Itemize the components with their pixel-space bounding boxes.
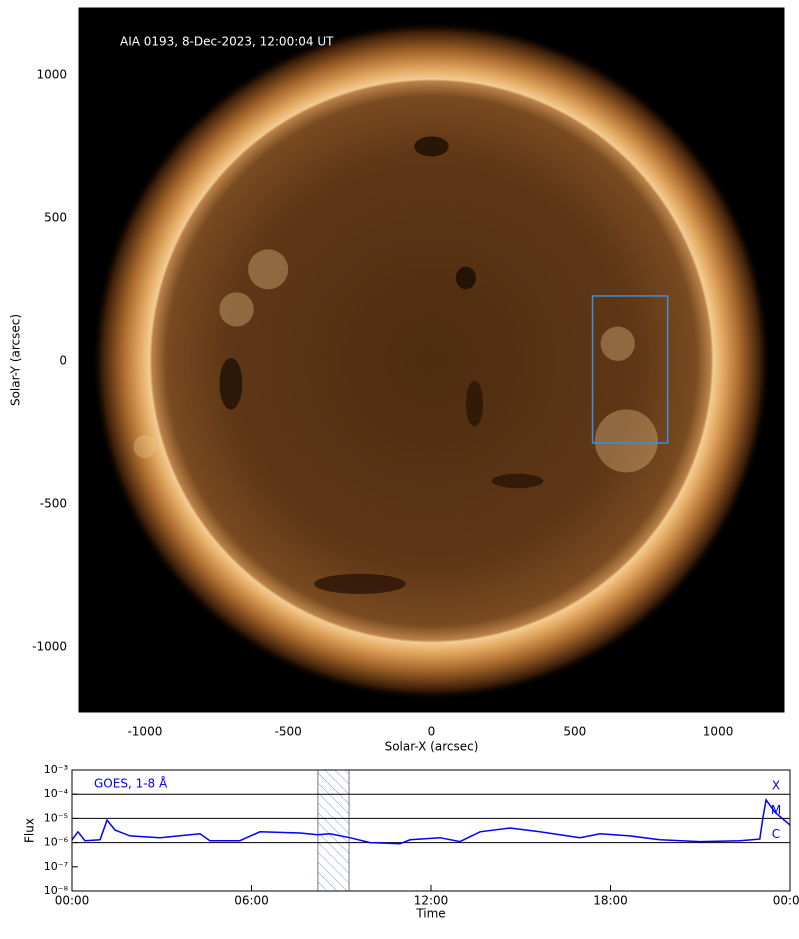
y-axis-label: Flux — [23, 818, 37, 843]
y-tick-label: 0 — [59, 353, 67, 367]
highlight-hatch — [317, 769, 350, 892]
image-annotation: AIA 0193, 8-Dec-2023, 12:00:04 UT — [120, 35, 334, 49]
coronal-hole — [455, 266, 476, 290]
x-tick-label: 00:00 — [773, 894, 799, 908]
active-region — [133, 435, 157, 459]
level-label: X — [772, 779, 780, 793]
y-tick-label: 1000 — [36, 67, 67, 81]
coronal-hole — [414, 136, 449, 157]
plot-frame — [71, 769, 791, 892]
x-tick-label: 00:00 — [55, 894, 90, 908]
x-tick-label: 18:00 — [593, 894, 628, 908]
x-tick-label: 06:00 — [234, 894, 269, 908]
y-tick-label: 10⁻⁸ — [44, 884, 69, 897]
y-tick-label: -500 — [40, 496, 67, 510]
coronal-hole — [491, 473, 544, 489]
x-tick-label: 500 — [563, 725, 586, 739]
y-tick-label: -1000 — [32, 639, 67, 653]
y-axis-label: Solar-Y (arcsec) — [9, 314, 23, 406]
y-tick-label: 10⁻⁷ — [44, 860, 68, 873]
y-tick-label: 10⁻⁴ — [44, 787, 69, 800]
level-label: M — [771, 803, 781, 817]
level-label: C — [772, 827, 780, 841]
region-box — [591, 295, 669, 444]
x-axis-label: Time — [415, 907, 445, 921]
active-region — [248, 249, 289, 290]
x-tick-label: 0 — [428, 725, 436, 739]
x-axis-label: Solar-X (arcsec) — [385, 740, 479, 754]
coronal-hole — [219, 357, 243, 410]
active-region — [219, 292, 254, 327]
y-tick-label: 10⁻³ — [44, 763, 68, 776]
flux-line — [71, 798, 791, 845]
sun — [91, 21, 772, 701]
x-tick-label: 12:00 — [414, 894, 449, 908]
x-tick-label: 1000 — [703, 725, 734, 739]
coronal-hole — [314, 573, 406, 594]
y-tick-label: 10⁻⁶ — [44, 836, 69, 849]
x-tick-label: -1000 — [127, 725, 162, 739]
coronal-hole — [465, 380, 484, 427]
legend-label: GOES, 1-8 Å — [94, 776, 168, 791]
y-tick-label: 10⁻⁵ — [44, 811, 68, 824]
x-tick-label: -500 — [275, 725, 302, 739]
y-tick-label: 500 — [44, 210, 67, 224]
active-region — [594, 409, 658, 473]
active-region — [600, 326, 635, 361]
solar-image — [79, 8, 784, 712]
